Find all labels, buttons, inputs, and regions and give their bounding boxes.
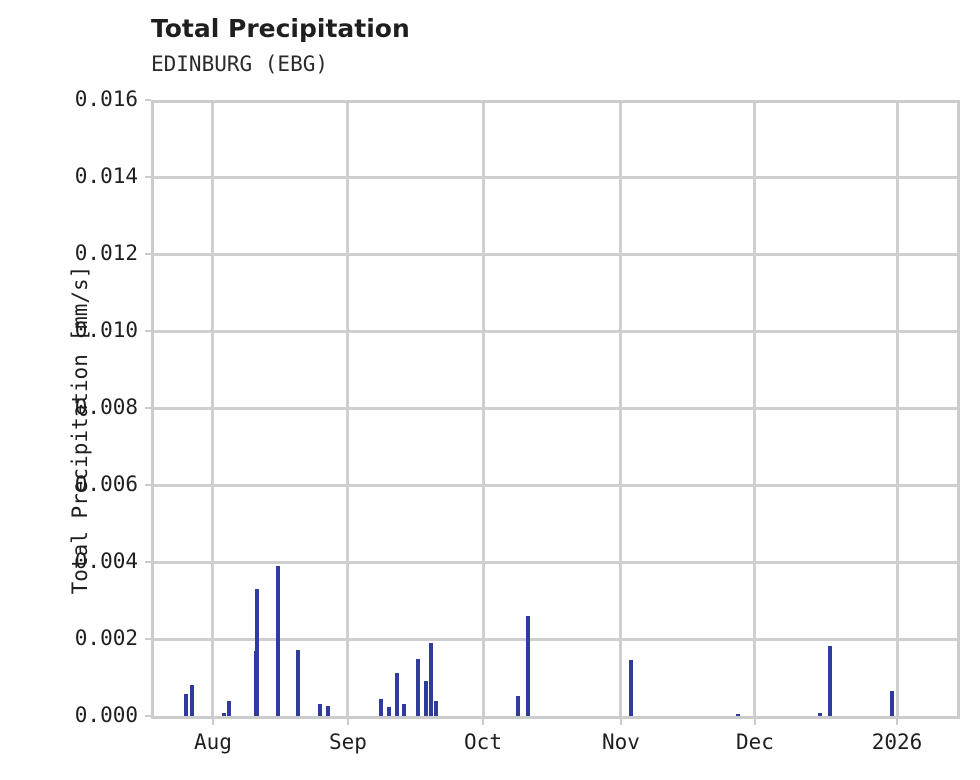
y-tick-label: 0.016 xyxy=(74,87,138,111)
bar xyxy=(401,704,406,716)
y-tick-mark xyxy=(145,484,151,486)
y-tick-mark xyxy=(145,715,151,717)
bar xyxy=(222,712,227,716)
y-tick-mark xyxy=(145,407,151,409)
y-tick-label: 0.006 xyxy=(74,472,138,496)
x-tick-label: Aug xyxy=(194,730,232,754)
gridline-horizontal xyxy=(151,483,960,487)
x-tick-label: Sep xyxy=(329,730,367,754)
bar xyxy=(190,684,195,716)
bar xyxy=(378,699,383,716)
y-tick-mark xyxy=(145,638,151,640)
y-axis-label-wrapper: Total Precipitation [mm/s] xyxy=(30,100,92,716)
y-tick-label: 0.002 xyxy=(74,626,138,650)
bar xyxy=(818,712,823,716)
bar xyxy=(184,693,189,716)
plot-area xyxy=(145,99,960,725)
bar xyxy=(317,703,322,716)
bar xyxy=(386,707,391,716)
axis-spine-right xyxy=(957,100,960,719)
y-tick-mark xyxy=(145,253,151,255)
bar-series-total-precipitation xyxy=(151,100,960,716)
x-tick-mark xyxy=(482,719,484,725)
gridline-horizontal xyxy=(151,637,960,641)
y-tick-label: 0.004 xyxy=(74,549,138,573)
y-tick-label: 0.010 xyxy=(74,318,138,342)
bar xyxy=(629,660,634,716)
bar xyxy=(828,645,833,716)
y-tick-label: 0.008 xyxy=(74,395,138,419)
gridline-horizontal xyxy=(151,406,960,410)
axis-spine-top xyxy=(151,100,960,103)
x-tick-mark xyxy=(346,719,349,725)
x-tick-label: Dec xyxy=(736,730,774,754)
bar xyxy=(515,695,520,716)
bar xyxy=(394,672,399,716)
y-tick-mark xyxy=(145,99,151,101)
gridline-horizontal xyxy=(151,329,960,333)
y-tick-mark xyxy=(145,176,151,178)
y-axis-label: Total Precipitation [mm/s] xyxy=(68,265,92,595)
page-title: Total Precipitation xyxy=(151,14,410,43)
bar xyxy=(423,680,428,716)
gridline-horizontal xyxy=(151,175,960,179)
y-tick-label: 0.000 xyxy=(74,703,138,727)
bar xyxy=(433,700,438,716)
x-tick-label: Nov xyxy=(601,730,640,754)
bar xyxy=(525,615,530,716)
chart-subtitle: EDINBURG (EBG) xyxy=(151,52,329,76)
x-tick-label: 2026 xyxy=(871,730,923,754)
bar xyxy=(428,642,433,716)
x-tick-mark xyxy=(211,719,214,725)
y-tick-mark xyxy=(145,561,151,563)
gridline-horizontal xyxy=(151,560,960,564)
x-tick-mark xyxy=(896,719,899,725)
y-tick-mark xyxy=(145,330,151,332)
axis-spine-bottom xyxy=(151,716,960,719)
bar xyxy=(227,700,232,716)
axis-spine-left xyxy=(151,100,154,719)
bar xyxy=(325,706,330,716)
bar xyxy=(295,649,300,716)
x-tick-label: Oct xyxy=(464,730,502,754)
gridline-horizontal xyxy=(151,252,960,256)
x-tick-mark xyxy=(753,719,756,725)
bar xyxy=(890,690,895,716)
y-tick-label: 0.012 xyxy=(74,241,138,265)
bar xyxy=(276,565,280,716)
y-axis-tick-labels: 0.000 0.002 0.004 0.006 0.008 0.010 0.012 0.014… xyxy=(0,0,138,780)
bar xyxy=(255,588,260,716)
y-tick-label: 0.014 xyxy=(74,164,138,188)
bar xyxy=(415,659,420,716)
bar xyxy=(736,713,740,716)
x-tick-mark xyxy=(619,719,622,725)
